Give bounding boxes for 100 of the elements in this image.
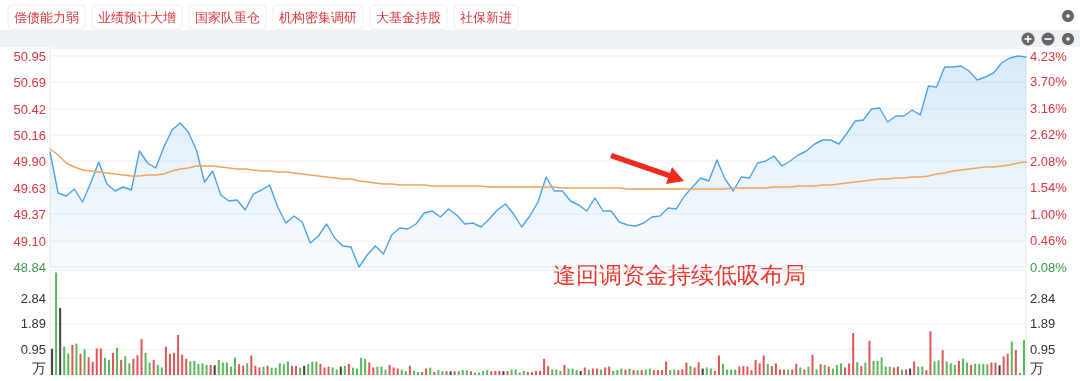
bar xyxy=(177,334,180,375)
y-tick-label: 49.90 xyxy=(13,153,46,169)
category-label: 国家队重仓 xyxy=(195,10,260,25)
bar xyxy=(213,365,216,375)
y-tick-label: 50.95 xyxy=(13,48,46,64)
bar xyxy=(791,369,794,375)
bar xyxy=(225,362,228,375)
bar xyxy=(815,369,818,375)
y-tick-label: 0.95 xyxy=(20,341,46,357)
bar xyxy=(738,366,741,375)
y2-tick-label: 2.62% xyxy=(1030,127,1068,143)
bar xyxy=(616,370,619,375)
bar xyxy=(925,370,928,375)
bar xyxy=(465,370,468,375)
bar xyxy=(913,361,916,375)
bar xyxy=(364,359,367,375)
line-series xyxy=(49,148,1027,190)
bar xyxy=(87,357,90,375)
bar xyxy=(270,367,273,375)
bar xyxy=(583,367,586,375)
y2-axis-title: 万 xyxy=(1030,360,1044,376)
bar xyxy=(67,353,70,375)
category-label: 偿债能力弱 xyxy=(14,10,79,25)
category-label: 机构密集调研 xyxy=(279,10,357,25)
bar xyxy=(669,370,672,375)
bar xyxy=(986,364,989,375)
bar xyxy=(941,350,944,375)
bar xyxy=(868,340,871,375)
bar xyxy=(506,370,509,375)
bar xyxy=(107,359,110,375)
bar xyxy=(929,331,932,375)
bar xyxy=(693,367,696,375)
bar xyxy=(567,368,570,375)
bar xyxy=(713,370,716,375)
bar xyxy=(661,370,664,375)
bar xyxy=(343,366,346,375)
bar xyxy=(949,363,952,375)
bar xyxy=(368,362,371,375)
bar xyxy=(880,357,883,375)
bar xyxy=(957,360,960,375)
y-tick-label: 50.16 xyxy=(13,127,46,143)
y-tick-label: 50.69 xyxy=(13,74,46,90)
bar xyxy=(644,369,647,375)
bar xyxy=(526,372,529,375)
bar xyxy=(234,357,237,375)
bar xyxy=(140,339,143,375)
category-label: 大基金持股 xyxy=(376,10,441,25)
bar xyxy=(864,362,867,375)
bar xyxy=(807,366,810,375)
annotation: 逢回调资金持续低吸布局 xyxy=(553,262,806,288)
bar xyxy=(876,360,879,375)
bar xyxy=(848,363,851,375)
bar xyxy=(1010,341,1013,375)
bar xyxy=(612,370,615,375)
bar xyxy=(689,366,692,375)
y-tick-label: 48.84 xyxy=(13,259,46,275)
bar xyxy=(173,352,176,375)
bar xyxy=(823,364,826,375)
bar xyxy=(648,368,651,375)
bar xyxy=(1018,372,1021,375)
bar xyxy=(709,368,712,375)
bar xyxy=(852,333,855,375)
bar xyxy=(701,368,704,375)
bar xyxy=(376,366,379,375)
bar xyxy=(717,355,720,375)
bar xyxy=(250,355,253,375)
bar xyxy=(856,362,859,375)
bar xyxy=(900,369,903,375)
bar xyxy=(339,366,342,375)
bar xyxy=(860,366,863,375)
bar xyxy=(982,363,985,375)
bar xyxy=(547,366,550,375)
y2-tick-label: 1.00% xyxy=(1030,206,1068,222)
bar xyxy=(974,363,977,375)
bar xyxy=(827,366,830,375)
bar xyxy=(917,366,920,375)
bar xyxy=(262,366,265,375)
bar xyxy=(559,370,562,375)
bar xyxy=(168,353,171,375)
bar xyxy=(417,372,420,375)
bar xyxy=(91,361,94,375)
bar xyxy=(502,371,505,375)
y-tick-label: 49.37 xyxy=(13,206,46,222)
bar xyxy=(1002,356,1005,375)
bar xyxy=(652,370,655,375)
bar xyxy=(209,364,212,375)
bar xyxy=(120,359,123,375)
bar xyxy=(193,360,196,375)
bar xyxy=(217,359,220,375)
bar xyxy=(998,365,1001,375)
bar xyxy=(461,370,464,375)
bar xyxy=(705,367,708,375)
bar xyxy=(79,353,82,375)
bar xyxy=(1014,350,1017,375)
bar xyxy=(632,370,635,375)
bar xyxy=(811,354,814,375)
bar xyxy=(181,354,184,375)
bar xyxy=(539,370,542,375)
bar xyxy=(803,369,806,375)
bar xyxy=(55,272,58,375)
